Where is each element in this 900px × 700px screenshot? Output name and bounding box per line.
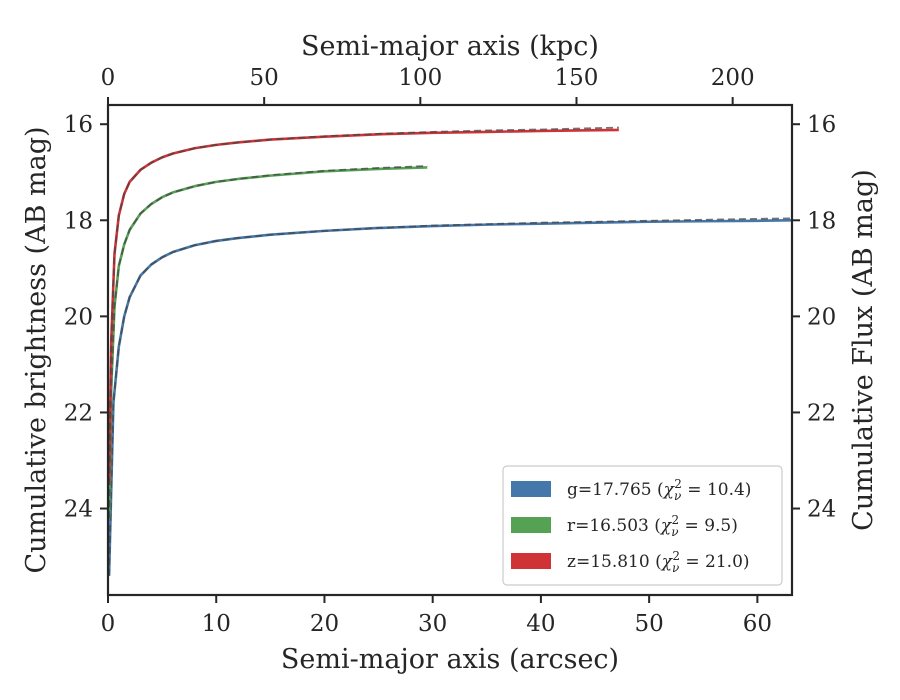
series-line-z — [107, 128, 619, 485]
legend-swatch-r — [511, 517, 551, 533]
top-x-axis-title: Semi-major axis (kpc) — [301, 31, 599, 62]
legend-frame — [502, 465, 783, 586]
y-tick-label: 18 — [64, 208, 93, 234]
series-line-r — [107, 166, 428, 519]
x-tick-label: 0 — [101, 611, 116, 637]
top-x-tick-label: 200 — [711, 65, 755, 91]
model-line-g — [108, 217, 793, 576]
left-axis-ticks: 16 18 20 22 24 — [64, 112, 108, 523]
x-tick-label: 50 — [634, 611, 663, 637]
right-y-tick-label: 24 — [807, 497, 836, 523]
x-tick-label: 30 — [418, 611, 447, 637]
x-tick-label: 40 — [526, 611, 555, 637]
plot-area — [107, 126, 793, 576]
x-tick-label: 10 — [202, 611, 231, 637]
x-tick-label: 60 — [743, 611, 772, 637]
legend: g=17.765 (χν2 = 10.4) r=16.503 (χν2 = 9.5… — [502, 465, 783, 586]
top-axis-ticks: 0 50 100 150 200 — [101, 65, 755, 105]
x-tick-label: 20 — [310, 611, 339, 637]
right-y-axis-title: Cumulative Flux (AB mag) — [848, 169, 879, 531]
top-x-tick-label: 100 — [398, 65, 442, 91]
legend-label-z: z=15.810 (χν2 = 21.0) — [567, 549, 750, 575]
bottom-axis-ticks: 0 10 20 30 40 50 60 — [101, 595, 772, 637]
y-tick-label: 22 — [64, 400, 93, 426]
y-axis-title: Cumulative brightness (AB mag) — [21, 126, 52, 573]
right-y-tick-label: 20 — [807, 304, 836, 330]
legend-label-g: g=17.765 (χν2 = 10.4) — [567, 477, 751, 503]
right-axis-ticks: 16 18 20 22 24 — [792, 112, 836, 523]
y-tick-label: 24 — [64, 497, 93, 523]
right-y-tick-label: 18 — [807, 208, 836, 234]
x-axis-title: Semi-major axis (arcsec) — [281, 644, 619, 675]
right-y-tick-label: 16 — [807, 112, 836, 138]
legend-label-r: r=16.503 (χν2 = 9.5) — [567, 513, 738, 539]
legend-swatch-z — [511, 553, 551, 569]
top-x-tick-label: 50 — [250, 65, 279, 91]
top-x-tick-label: 150 — [555, 65, 599, 91]
y-tick-label: 20 — [64, 304, 93, 330]
legend-swatch-g — [511, 481, 551, 497]
plot-frame — [106, 103, 794, 597]
right-y-tick-label: 22 — [807, 400, 836, 426]
top-x-tick-label: 0 — [101, 65, 116, 91]
y-tick-label: 16 — [64, 112, 93, 138]
model-line-r — [108, 165, 428, 519]
model-line-z — [108, 126, 619, 485]
